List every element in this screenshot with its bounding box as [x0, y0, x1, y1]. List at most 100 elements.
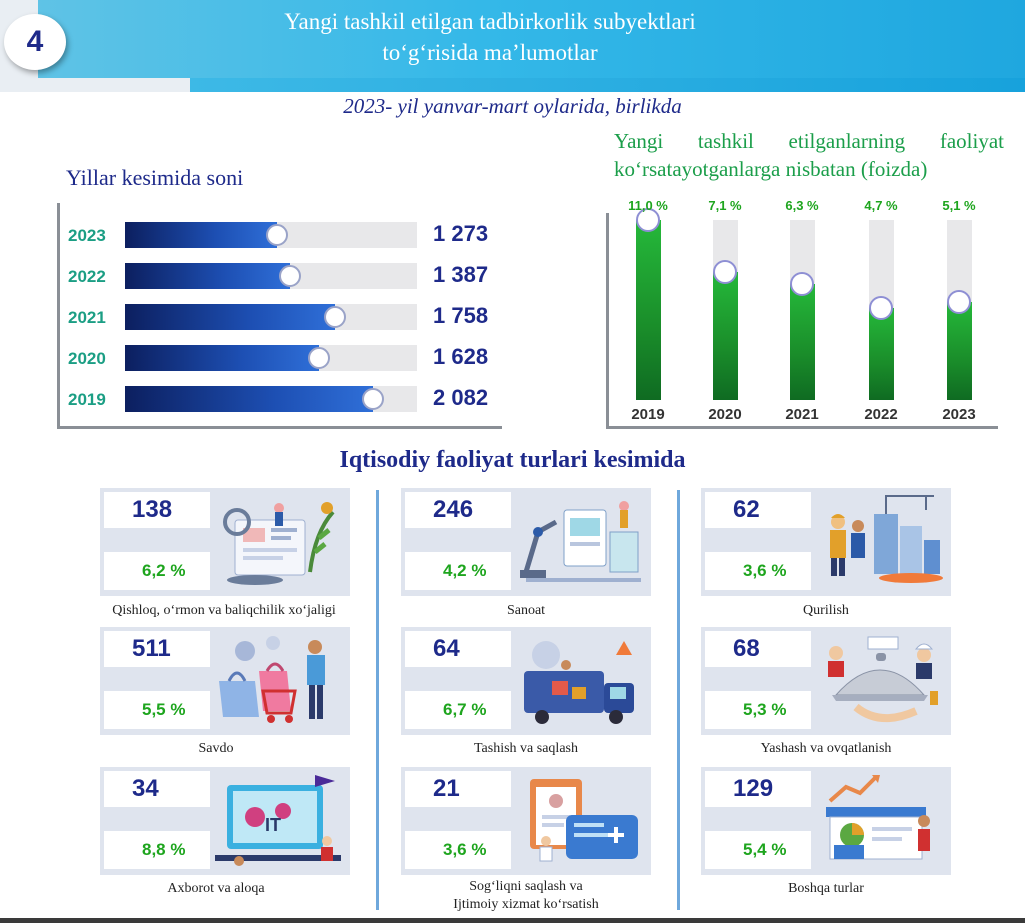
- page-title-line2: to‘g‘risida ma’lumotlar: [382, 40, 598, 65]
- ratio-chart-title: Yangi tashkil etilganlarning faoliyat ko…: [614, 127, 1004, 183]
- sector-label: Axborot va aloqa: [167, 881, 265, 896]
- sector-label-line1: Sog‘liqni saqlash va: [469, 879, 583, 894]
- year-label: 2022: [864, 406, 898, 423]
- sector-card-other: 129 5,4 %: [701, 767, 951, 875]
- page-number-badge: 4: [4, 14, 66, 70]
- sector-count: 511: [104, 631, 210, 667]
- sector-label-line2: Ijtimoiy xizmat ko‘rsatish: [453, 897, 599, 912]
- sector-percent: 4,2 %: [405, 552, 511, 590]
- year-label: 2019: [68, 390, 106, 409]
- bar: [636, 220, 661, 400]
- years-chart-axis-y: [57, 203, 60, 429]
- header-banner: [38, 0, 1025, 78]
- sector-label: Sanoat: [506, 603, 546, 618]
- bar-value-label: 7,1 %: [708, 198, 742, 213]
- trade-icon: [219, 636, 325, 723]
- bar-knob: [324, 306, 346, 328]
- industry-icon: [520, 501, 641, 582]
- sector-label: Savdo: [198, 741, 234, 756]
- sector-label: Qishloq, o‘rmon va baliqchilik xo‘jaligi: [112, 603, 336, 618]
- bar-value-label: 2 082: [433, 385, 489, 410]
- bar-knob: [713, 260, 737, 284]
- ratio-chart-axis-y: [606, 213, 609, 429]
- bar: [125, 263, 290, 289]
- bar: [125, 222, 277, 248]
- bar: [125, 386, 373, 412]
- year-label: 2020: [68, 349, 106, 368]
- sector-card-health: 21 3,6 %: [401, 767, 651, 875]
- sector-percent: 6,7 %: [405, 691, 511, 729]
- bar-knob: [362, 388, 384, 410]
- bar-knob: [869, 296, 893, 320]
- sector-count: 64: [405, 631, 511, 667]
- sectors-title: Iqtisodiy faoliyat turlari kesimida: [339, 447, 686, 473]
- page-subtitle: 2023- yil yanvar-mart oylarida, birlikda: [343, 94, 682, 118]
- bar-value-label: 11,0 %: [628, 198, 668, 213]
- sector-label: Yashash va ovqatlanish: [760, 741, 892, 756]
- bar-value-label: 6,3 %: [785, 198, 819, 213]
- footer-line: [0, 918, 1025, 923]
- bar: [869, 308, 894, 400]
- sector-card-agriculture: 138 6,2 %: [100, 488, 350, 596]
- health-icon: [530, 779, 638, 862]
- sector-count: 138: [104, 492, 210, 528]
- sector-percent: 5,4 %: [705, 831, 811, 869]
- sector-card-hospitality: 68 5,3 %: [701, 627, 951, 735]
- it-icon-glyph: IT: [265, 815, 281, 835]
- ratio-chart-title-line2: ko‘rsatayotganlarga nisbatan (foizda): [614, 157, 928, 181]
- ratio-chart-axis-x: [606, 426, 998, 429]
- sector-count: 62: [705, 492, 811, 528]
- page-title: Yangi tashkil etilgan tadbirkorlik subye…: [190, 6, 790, 68]
- sector-count: 68: [705, 631, 811, 667]
- sector-count: 21: [405, 771, 511, 807]
- sector-percent: 6,2 %: [104, 552, 210, 590]
- bar: [125, 345, 319, 371]
- bar-value-label: 1 628: [433, 344, 489, 369]
- bar-value-label: 1 273: [433, 221, 489, 246]
- sector-count: 34: [104, 771, 210, 807]
- sector-card-transport: 64 6,7 %: [401, 627, 651, 735]
- year-label: 2023: [68, 226, 106, 245]
- year-label: 2020: [708, 406, 742, 423]
- bar-knob: [947, 290, 971, 314]
- sector-percent: 3,6 %: [405, 831, 511, 869]
- year-label: 2022: [68, 267, 106, 286]
- sector-label: Qurilish: [803, 603, 849, 618]
- it-icon: IT: [215, 775, 341, 866]
- sector-percent: 5,5 %: [104, 691, 210, 729]
- bar-value-label: 5,1 %: [942, 198, 976, 213]
- bar-knob: [266, 224, 288, 246]
- sector-card-trade: 511 5,5 %: [100, 627, 350, 735]
- transport-icon: [524, 641, 634, 724]
- bar-knob: [308, 347, 330, 369]
- sector-percent: 5,3 %: [705, 691, 811, 729]
- sector-count: 129: [705, 771, 811, 807]
- bar: [125, 304, 335, 330]
- sector-percent: 3,6 %: [705, 552, 811, 590]
- column-divider: [677, 490, 680, 910]
- sector-label: Sog‘liqni saqlash va Ijtimoiy xizmat ko‘…: [386, 878, 666, 914]
- year-label: 2021: [785, 406, 819, 423]
- sector-card-it: 34 8,8 % IT: [100, 767, 350, 875]
- sector-label: Boshqa turlar: [788, 881, 864, 896]
- sector-count: 246: [405, 492, 511, 528]
- bar-knob: [790, 272, 814, 296]
- agriculture-icon: [223, 502, 335, 585]
- year-label: 2023: [942, 406, 976, 423]
- sector-percent: 8,8 %: [104, 831, 210, 869]
- bar-value-label: 1 758: [433, 303, 489, 328]
- column-divider: [376, 490, 379, 910]
- ratio-chart-title-line1: Yangi tashkil etilganlarning faoliyat: [614, 129, 1004, 153]
- sector-card-construction: 62 3,6 %: [701, 488, 951, 596]
- hospitality-icon: [828, 636, 938, 723]
- year-label: 2019: [631, 406, 665, 423]
- header-banner-tail: [190, 78, 1025, 92]
- sector-label: Tashish va saqlash: [473, 741, 578, 756]
- bar-knob: [279, 265, 301, 287]
- page-title-line1: Yangi tashkil etilgan tadbirkorlik subye…: [284, 9, 696, 34]
- bar-value-label: 4,7 %: [864, 198, 898, 213]
- other-icon: [826, 775, 930, 860]
- sector-card-industry: 246 4,2 %: [401, 488, 651, 596]
- year-label: 2021: [68, 308, 106, 327]
- years-chart-title: Yillar kesimida soni: [66, 165, 244, 190]
